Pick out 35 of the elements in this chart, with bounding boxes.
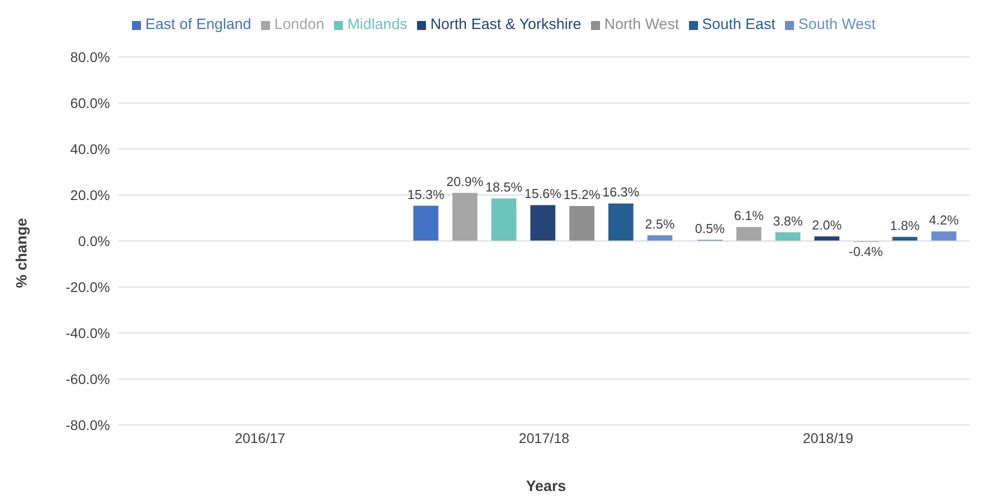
x-tick-label: 2016/17 [234,430,286,446]
data-label: 0.5% [695,220,726,236]
data-label: 16.3% [602,184,640,200]
legend-label: South West [798,16,876,33]
data-label: 6.1% [734,208,764,223]
x-tick-label: 2017/18 [518,430,570,446]
x-axis-title: Years [524,478,568,495]
data-label: 3.8% [773,213,804,228]
data-label: 15.6% [524,186,562,202]
data-label: 15.2% [563,187,601,202]
y-tick-label: 0.0% [78,232,110,249]
y-tick-label: 20.0% [70,186,110,203]
y-tick-label: 40.0% [70,140,110,157]
data-label: 2.5% [645,216,676,232]
y-axis-title: % change [14,218,30,288]
x-tick-label: 2018/19 [802,430,854,446]
data-label: 15.3% [407,186,445,202]
legend-label: North East & Yorkshire [430,16,582,33]
y-tick-label: -20.0% [66,278,110,295]
y-tick-label: -80.0% [66,416,110,433]
y-tick-label: 60.0% [70,94,110,111]
y-tick-label: 80.0% [70,48,110,65]
y-tick-label: -60.0% [66,370,110,387]
data-label: 2.0% [812,217,842,232]
data-label: 1.8% [890,218,920,233]
legend-label: Midlands [347,16,408,33]
data-label: 4.2% [929,212,960,228]
data-label: 20.9% [446,174,484,189]
data-label: -0.4% [848,244,884,259]
legend-label: London [274,16,324,33]
data-label: 18.5% [485,179,523,194]
legend-label: East of England [145,16,252,33]
legend-label: North West [604,16,680,33]
legend-label: South East [702,16,776,33]
y-tick-label: -40.0% [66,324,110,341]
